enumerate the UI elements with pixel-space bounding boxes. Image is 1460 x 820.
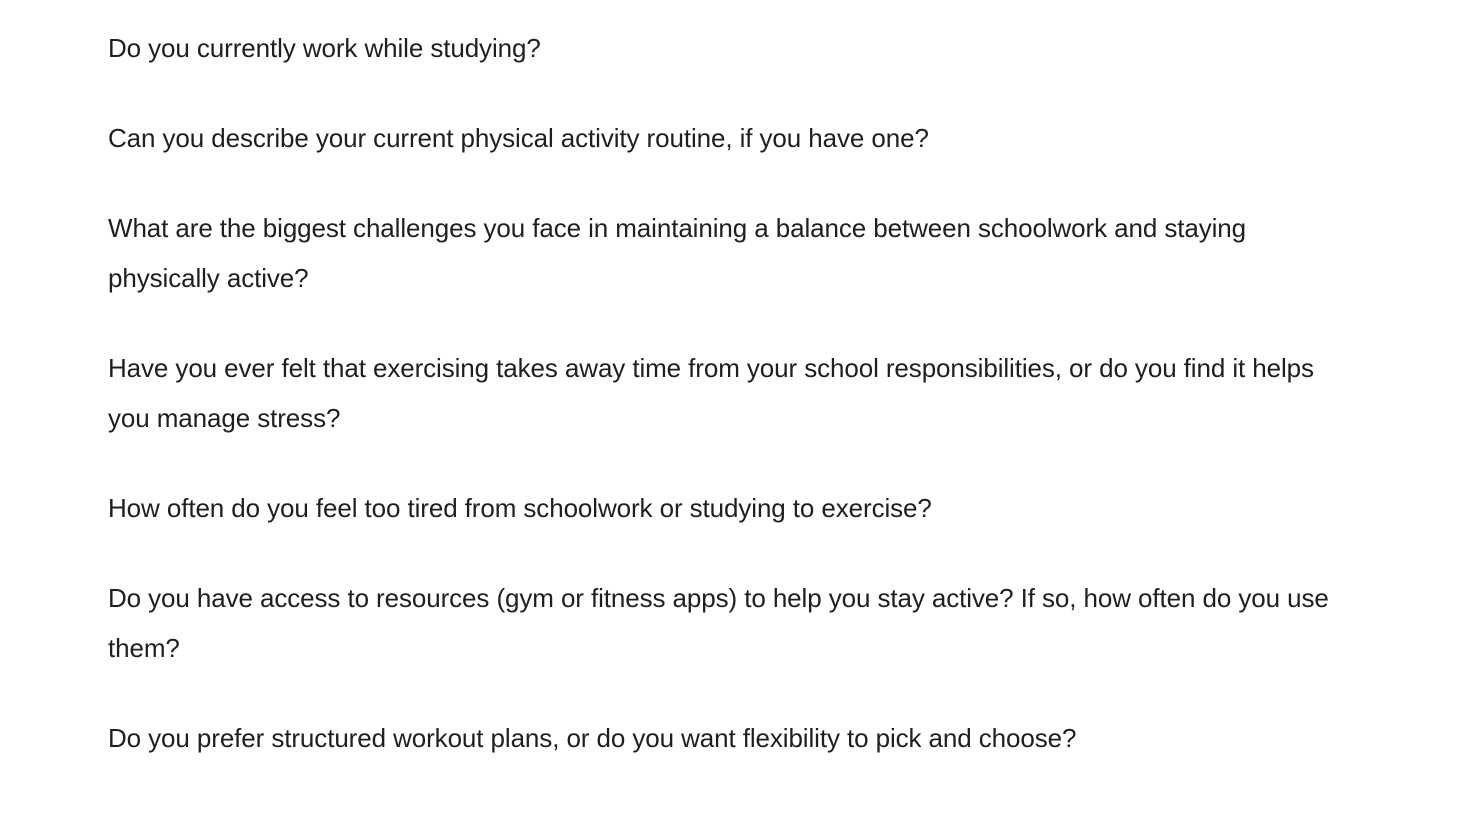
question-resources-access: Do you have access to resources (gym or … <box>108 583 1329 663</box>
question-structured-vs-flexible: Do you prefer structured workout plans, … <box>108 723 1077 753</box>
question-list: Do you currently work while studying? Ca… <box>108 23 1358 763</box>
question-too-tired: How often do you feel too tired from sch… <box>108 493 932 523</box>
question-activity-routine: Can you describe your current physical a… <box>108 123 929 153</box>
question-exercise-time-vs-stress: Have you ever felt that exercising takes… <box>108 353 1314 433</box>
question-balance-challenges: What are the biggest challenges you face… <box>108 213 1247 293</box>
question-work-while-studying: Do you currently work while studying? <box>108 33 541 63</box>
